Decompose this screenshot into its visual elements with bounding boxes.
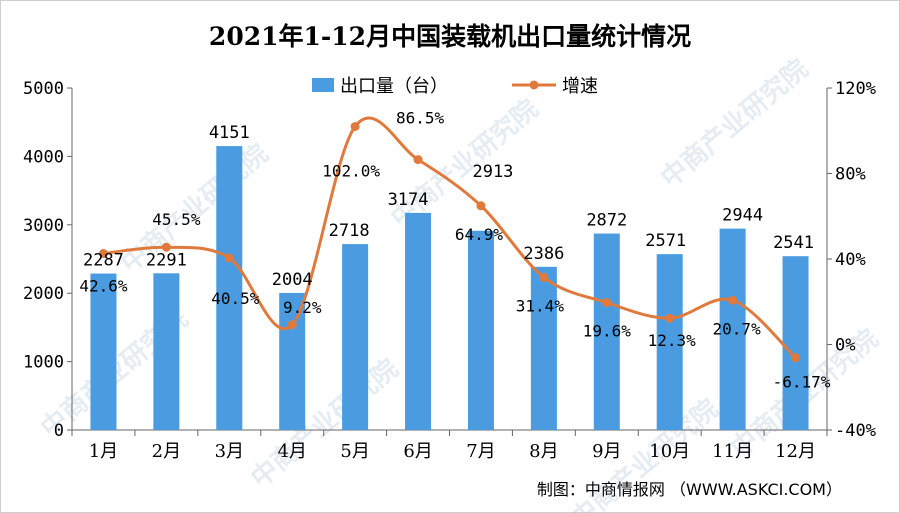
growth-point xyxy=(161,242,171,252)
y-right-tick-label: 0% xyxy=(835,336,855,356)
bar xyxy=(216,146,243,430)
y-right-tick-label: 80% xyxy=(835,165,866,185)
growth-point xyxy=(791,353,801,363)
y-left-tick-label: 2000 xyxy=(23,284,64,304)
bar xyxy=(719,228,746,430)
bar xyxy=(782,256,809,430)
growth-point xyxy=(602,298,612,308)
x-tick-label: 3月 xyxy=(215,441,244,462)
bar-value-label: 2913 xyxy=(472,162,513,182)
growth-value-label: 86.5% xyxy=(396,109,445,128)
bar xyxy=(342,244,369,430)
x-tick-label: 11月 xyxy=(712,441,753,462)
growth-point xyxy=(413,155,423,165)
y-right-tick-label: -40% xyxy=(835,421,876,441)
bar xyxy=(593,233,620,430)
growth-value-label: -6.17% xyxy=(773,373,831,392)
watermark-text: 中商产业研究院 xyxy=(655,53,814,194)
bar xyxy=(467,230,494,430)
growth-point xyxy=(665,313,675,323)
legend-bar-label: 出口量（台） xyxy=(340,76,448,97)
bar-value-label: 2872 xyxy=(586,211,627,231)
x-tick-label: 5月 xyxy=(340,441,369,462)
growth-value-label: 64.9% xyxy=(455,225,504,244)
bar-value-label: 4151 xyxy=(209,123,250,143)
watermark-text: 中商产业研究院 xyxy=(115,138,274,279)
x-tick-label: 4月 xyxy=(277,441,306,462)
growth-value-label: 40.5% xyxy=(211,289,260,308)
growth-point xyxy=(350,121,360,131)
growth-point xyxy=(224,253,234,263)
y-left-tick-label: 1000 xyxy=(23,353,64,373)
source-credit: 制图：中商情报网 （WWW.ASKCI.COM） xyxy=(537,480,842,499)
y-right-tick-label: 120% xyxy=(835,79,876,99)
x-tick-label: 7月 xyxy=(466,441,495,462)
growth-value-label: 45.5% xyxy=(152,210,201,229)
y-left-tick-label: 0 xyxy=(54,421,64,441)
growth-point xyxy=(287,320,297,330)
y-left-tick-label: 4000 xyxy=(23,147,64,167)
x-tick-label: 8月 xyxy=(529,441,558,462)
legend-bar-swatch xyxy=(312,78,334,92)
legend-line-marker xyxy=(529,80,539,90)
bar xyxy=(656,254,683,430)
growth-value-label: 31.4% xyxy=(516,296,565,315)
growth-value-label: 20.7% xyxy=(713,319,762,338)
growth-point xyxy=(98,248,108,258)
bar-value-label: 2571 xyxy=(645,231,686,251)
growth-value-label: 9.2% xyxy=(283,298,322,317)
bar xyxy=(279,292,306,430)
chart-title: 2021年1-12月中国装载机出口量统计情况 xyxy=(209,22,691,51)
bar xyxy=(90,273,117,430)
x-tick-label: 2月 xyxy=(152,441,181,462)
bar-value-label: 2541 xyxy=(773,233,814,253)
growth-point xyxy=(728,295,738,305)
bar-value-label: 2718 xyxy=(329,221,370,241)
x-tick-label: 10月 xyxy=(649,441,690,462)
x-tick-label: 1月 xyxy=(89,441,118,462)
y-left-tick-label: 3000 xyxy=(23,216,64,236)
bar-value-label: 3174 xyxy=(388,190,429,210)
x-tick-label: 6月 xyxy=(403,441,432,462)
growth-value-label: 42.6% xyxy=(79,276,128,295)
bar-value-label: 2004 xyxy=(272,270,313,290)
y-left-tick-label: 5000 xyxy=(23,79,64,99)
bar xyxy=(153,273,180,430)
growth-value-label: 102.0% xyxy=(322,161,380,180)
y-right-tick-label: 40% xyxy=(835,250,866,270)
x-tick-label: 9月 xyxy=(592,441,621,462)
legend-line-label: 增速 xyxy=(562,76,598,97)
bar xyxy=(405,212,432,430)
bar xyxy=(530,266,557,430)
bar-value-label: 2386 xyxy=(523,244,564,264)
growth-value-label: 12.3% xyxy=(648,331,697,350)
bar-value-label: 2944 xyxy=(722,206,763,226)
bar-value-label: 2287 xyxy=(83,251,124,271)
growth-point xyxy=(476,201,486,211)
growth-value-label: 19.6% xyxy=(583,322,632,341)
bar-value-label: 2291 xyxy=(146,250,187,270)
growth-point xyxy=(539,272,549,282)
x-tick-label: 12月 xyxy=(775,441,816,462)
watermark-text: 中商产业研究院 xyxy=(245,353,404,494)
